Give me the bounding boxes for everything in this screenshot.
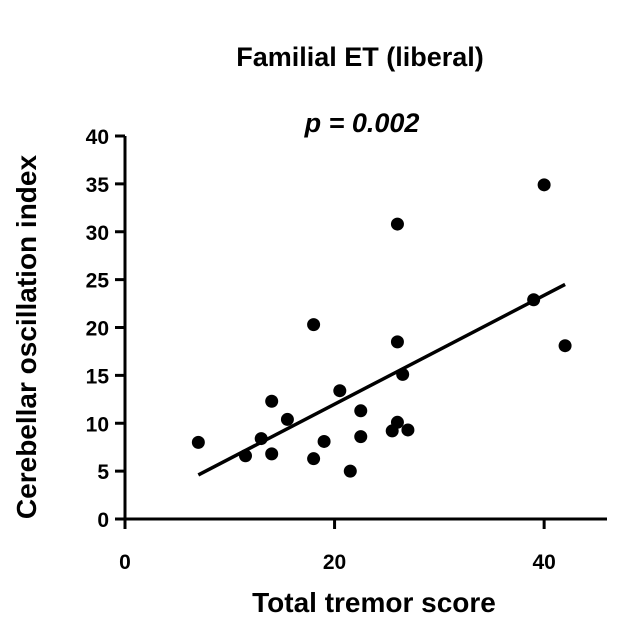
data-point (254, 432, 268, 446)
x-axis-label: Total tremor score (252, 587, 496, 618)
data-point (239, 449, 252, 463)
data-point (527, 293, 541, 307)
y-tick-label: 25 (86, 270, 110, 293)
data-point (265, 394, 279, 408)
x-tick-label: 40 (532, 551, 555, 574)
x-tick-label: 20 (323, 551, 346, 574)
trend-line (197, 282, 566, 477)
data-point (537, 178, 551, 192)
data-point (191, 435, 205, 449)
y-tick-label: 40 (86, 126, 109, 149)
data-point (280, 412, 294, 426)
y-tick-label: 20 (86, 318, 109, 341)
data-point (390, 217, 404, 231)
data-point (307, 318, 321, 332)
data-point (317, 434, 331, 448)
p-value-annotation: p = 0.002 (304, 108, 420, 138)
data-point (354, 430, 368, 444)
data-point (307, 452, 321, 466)
y-tick-label: 10 (86, 413, 109, 436)
y-tick-label: 5 (97, 461, 109, 484)
y-tick-label: 35 (86, 174, 110, 197)
data-point (354, 404, 368, 418)
x-tick-label: 0 (119, 551, 131, 574)
plot-area: 0 5 10 15 20 25 30 35 40 0 20 40 (86, 126, 607, 574)
y-tick-label: 30 (86, 222, 109, 245)
y-tick-label: 0 (97, 509, 109, 532)
chart-title: Familial ET (liberal) (236, 42, 484, 72)
data-point (343, 464, 357, 478)
data-point (265, 447, 279, 461)
data-point (396, 367, 410, 381)
y-tick-label: 15 (86, 365, 110, 388)
data-point (401, 423, 415, 437)
data-point (333, 384, 347, 398)
y-axis-label: Cerebellar oscillation index (11, 155, 42, 520)
data-point (390, 335, 404, 349)
data-point (390, 415, 404, 429)
data-point (558, 339, 572, 353)
